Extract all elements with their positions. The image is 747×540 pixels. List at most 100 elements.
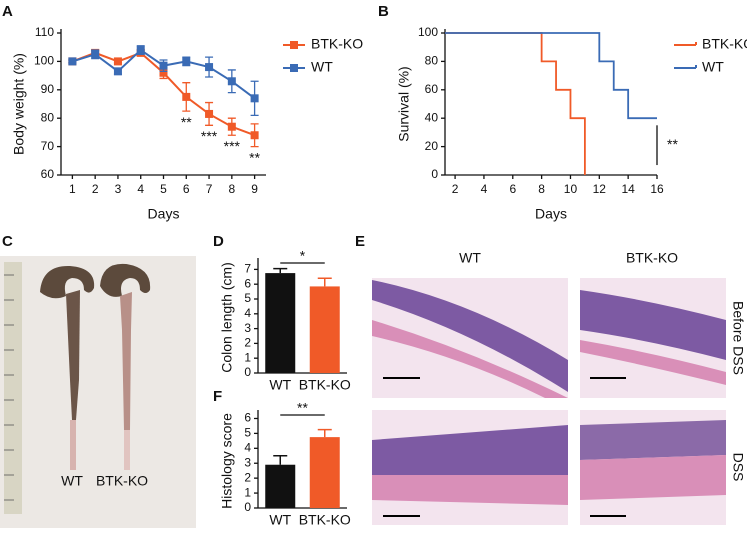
x-tick-label: 3 — [115, 182, 122, 196]
y-tick-label: 6 — [244, 411, 251, 425]
panel-label: F — [213, 388, 222, 405]
bar — [309, 286, 340, 373]
y-tick-label: 0 — [244, 500, 251, 514]
x-tick-label: 5 — [160, 182, 167, 196]
data-point — [205, 63, 214, 72]
y-tick-label: 20 — [425, 139, 439, 153]
data-point — [227, 122, 236, 131]
y-tick-label: 0 — [244, 365, 251, 379]
y-tick-label: 2 — [244, 336, 251, 350]
y-axis-label: Body weight (%) — [11, 53, 27, 155]
y-tick-label: 60 — [425, 82, 439, 96]
y-tick-label: 6 — [244, 276, 251, 290]
legend-label: BTK-KO — [702, 36, 747, 52]
bar — [309, 437, 340, 508]
legend-label: WT — [311, 59, 333, 75]
survival-curve — [445, 32, 586, 175]
significance-label: *** — [224, 138, 241, 154]
x-tick-label: WT — [269, 512, 291, 528]
y-tick-label: 7 — [244, 262, 251, 276]
x-tick-label: 1 — [69, 182, 76, 196]
x-tick-label: WT — [269, 377, 291, 393]
y-tick-label: 5 — [244, 426, 251, 440]
data-point — [205, 109, 214, 118]
data-point — [113, 67, 122, 76]
data-point — [159, 68, 168, 77]
significance-label: ** — [667, 136, 678, 152]
y-tick-label: 0 — [431, 167, 438, 181]
x-tick-label: 2 — [452, 182, 459, 196]
error-bar — [273, 455, 288, 465]
error-bar — [317, 428, 332, 438]
x-tick-label: BTK-KO — [299, 377, 351, 393]
y-tick-label: 100 — [34, 54, 54, 68]
data-point — [113, 57, 122, 66]
x-tick-label: 9 — [251, 182, 258, 196]
significance-label: ** — [297, 400, 308, 416]
row-label: Before DSS — [730, 301, 746, 375]
significance-label: ** — [181, 114, 192, 130]
survival-curve — [445, 32, 657, 120]
x-tick-label: 8 — [538, 182, 545, 196]
x-tick-label: 12 — [593, 182, 607, 196]
y-tick-label: 40 — [425, 110, 439, 124]
y-axis-label: Colon length (cm) — [219, 262, 235, 373]
panel-label: D — [213, 233, 224, 250]
y-tick-label: 2 — [244, 470, 251, 484]
data-point — [250, 94, 259, 103]
data-point — [182, 92, 191, 101]
data-point — [68, 57, 77, 66]
panel-label: E — [355, 233, 365, 250]
x-tick-label: 16 — [650, 182, 664, 196]
x-tick-label: 4 — [137, 182, 144, 196]
y-axis-label: Survival (%) — [396, 66, 412, 141]
significance-label: *** — [201, 128, 218, 144]
significance-label: * — [300, 248, 306, 264]
photo-label: BTK-KO — [96, 473, 148, 489]
x-tick-label: 8 — [228, 182, 235, 196]
legend-label: WT — [702, 59, 724, 75]
colon-photo — [0, 256, 196, 528]
column-label: WT — [459, 250, 481, 266]
y-tick-label: 110 — [35, 25, 54, 39]
legend-marker — [290, 41, 298, 49]
error-bar — [317, 277, 332, 287]
x-tick-label: 14 — [621, 182, 635, 196]
y-tick-label: 1 — [244, 485, 251, 499]
x-tick-label: 6 — [183, 182, 190, 196]
y-tick-label: 100 — [418, 25, 438, 39]
y-tick-label: 3 — [244, 455, 251, 469]
row-label: DSS — [730, 453, 746, 482]
panel-label: B — [378, 3, 389, 20]
photo-label: WT — [61, 473, 83, 489]
x-tick-label: 4 — [481, 182, 488, 196]
x-tick-label: 6 — [509, 182, 516, 196]
y-tick-label: 4 — [244, 440, 251, 454]
y-tick-label: 4 — [244, 306, 251, 320]
x-axis-label: Days — [535, 206, 567, 222]
bar — [265, 464, 296, 508]
data-point — [136, 46, 145, 55]
x-tick-label: 2 — [92, 182, 99, 196]
bar — [265, 273, 296, 373]
x-tick-label: 10 — [564, 182, 578, 196]
x-axis-label: Days — [148, 206, 180, 222]
y-tick-label: 90 — [41, 82, 55, 96]
data-point — [227, 77, 236, 86]
legend-marker — [290, 64, 298, 72]
y-tick-label: 3 — [244, 321, 251, 335]
data-point — [159, 61, 168, 70]
significance-label: ** — [249, 149, 260, 165]
histology-images — [372, 278, 726, 525]
y-tick-label: 70 — [41, 139, 55, 153]
y-tick-label: 5 — [244, 291, 251, 305]
data-point — [250, 131, 259, 140]
data-point — [91, 50, 100, 59]
y-axis-label: Histology score — [219, 413, 235, 509]
y-tick-label: 80 — [425, 54, 439, 68]
panel-label: C — [2, 233, 13, 250]
x-tick-label: 7 — [206, 182, 213, 196]
y-tick-label: 80 — [41, 110, 55, 124]
